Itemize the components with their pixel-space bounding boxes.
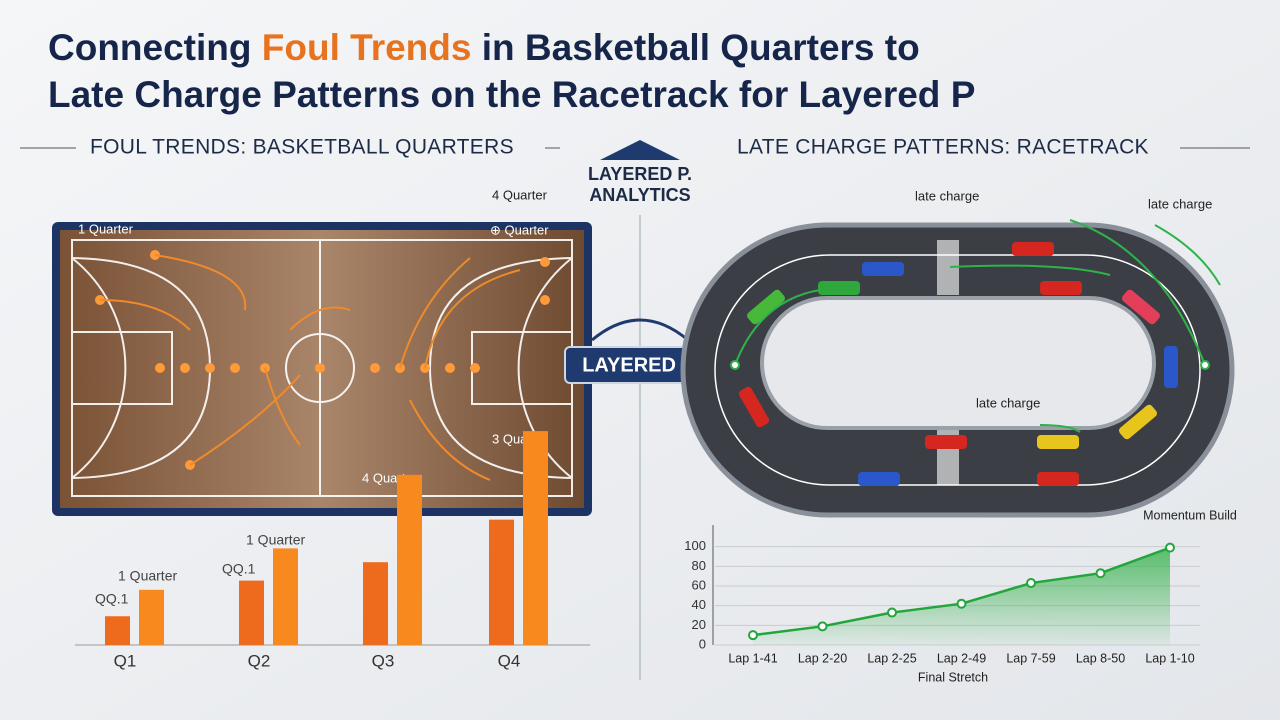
bar (273, 548, 298, 645)
x-tick-label: Q2 (248, 651, 271, 670)
x-axis-label: Final Stretch (918, 670, 988, 684)
point (1165, 542, 1175, 553)
bar (489, 519, 514, 645)
racetrack (680, 219, 1235, 518)
point (1026, 578, 1036, 589)
track-label: late charge (1148, 196, 1212, 211)
bar-annotation: 1 Quarter (246, 532, 305, 548)
x-tick-label: Lap 2-49 (937, 651, 986, 665)
bar (239, 580, 264, 645)
point (1095, 568, 1106, 579)
y-tick-label: 80 (692, 558, 706, 573)
logo-line2: ANALYTICS (589, 185, 690, 205)
court (52, 222, 592, 516)
point (748, 630, 758, 641)
y-tick-label: 60 (692, 577, 706, 592)
title-line2: Late Charge Patterns on the Racetrack fo… (48, 74, 975, 115)
bridge-label: LAYERED P. (582, 354, 698, 376)
x-tick-label: Q1 (114, 651, 137, 670)
bar (139, 589, 164, 645)
bar-annotation: 1 Quarter (118, 568, 177, 584)
x-tick-label: Lap 2-20 (798, 651, 847, 665)
bar (363, 562, 388, 645)
bar (105, 616, 130, 645)
track-label: late charge (915, 188, 979, 203)
y-tick-label: 20 (692, 617, 706, 632)
x-tick-label: Lap 7-59 (1006, 651, 1055, 665)
y-tick-label: 0 (699, 636, 706, 651)
annotation: Momentum Build (1143, 508, 1237, 522)
point (956, 598, 967, 609)
x-tick-label: Lap 1-10 (1145, 651, 1194, 665)
x-tick-label: Lap 8-50 (1076, 651, 1125, 665)
x-tick-label: Lap 1-41 (728, 651, 777, 665)
bar (397, 474, 422, 645)
x-tick-label: Q4 (498, 651, 521, 670)
x-tick-label: Lap 2-25 (867, 651, 916, 665)
y-tick-label: 40 (692, 597, 706, 612)
bar (523, 431, 548, 645)
title-line1: Connecting Foul Trends in Basketball Qua… (48, 27, 920, 68)
charts: Q1 Q2 Q3 Q4 QQ.1 1 Quarter QQ.1 1 Quarter 0 20 40 6… (75, 431, 1237, 684)
court-label: ⊕ Quarter (490, 222, 549, 237)
court-label: 4 Quarter (492, 187, 548, 202)
y-tick-label: 100 (684, 538, 706, 553)
logo: LAYERED P. ANALYTICS (588, 140, 692, 205)
court-label: 1 Quarter (78, 221, 134, 236)
left-heading: FOUL TRENDS: BASKETBALL QUARTERS (90, 136, 514, 159)
point (887, 607, 897, 618)
track-label: late charge (976, 395, 1040, 410)
point (817, 621, 828, 632)
right-heading: LATE CHARGE PATTERNS: RACETRACK (737, 136, 1149, 159)
bar-annotation: QQ.1 (222, 561, 256, 577)
x-tick-label: Q3 (372, 651, 395, 670)
logo-line1: LAYERED P. (588, 164, 692, 184)
bar-annotation: QQ.1 (95, 591, 129, 607)
